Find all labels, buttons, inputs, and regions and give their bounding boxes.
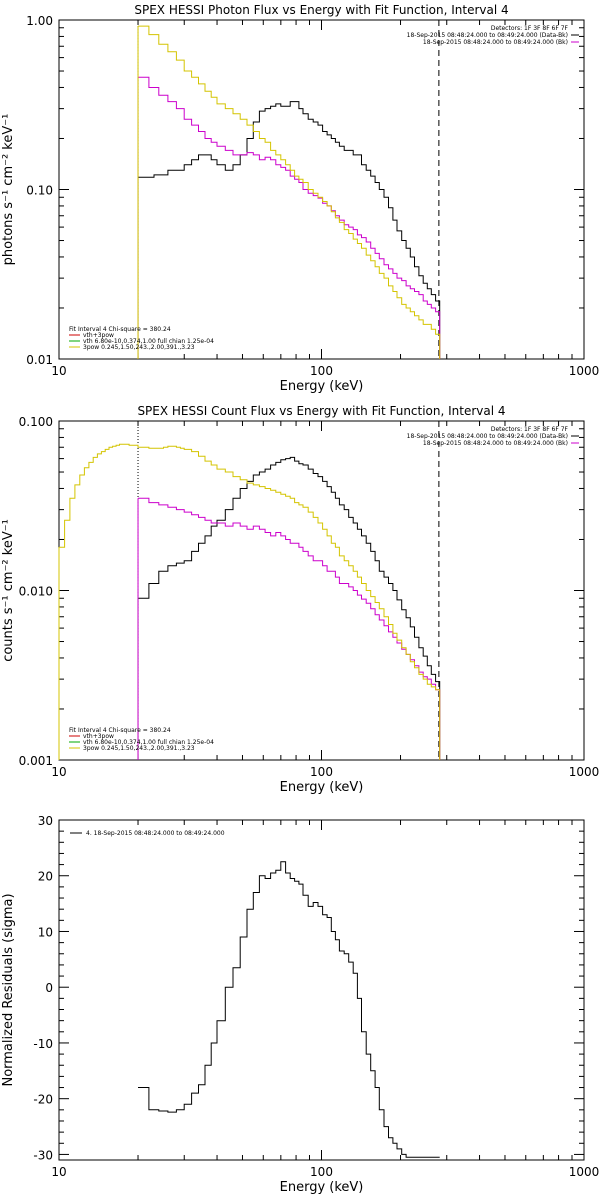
- y-tick-label: 0.100: [19, 415, 53, 429]
- legend-bottom-left-line: vth+3pow: [83, 733, 114, 740]
- series-vth-3pow-line: [138, 25, 441, 359]
- legend-top-right-line: 18-Sep-2015 08:48:24.000 to 08:49:24.000…: [423, 39, 568, 46]
- legend-bottom-left-line: vth+3pow: [83, 332, 114, 339]
- y-tick-label: 0.010: [19, 585, 53, 599]
- x-tick-label: 100: [310, 765, 333, 779]
- series-vth-3pow-line: [59, 443, 441, 760]
- y-tick-label: 1.00: [26, 14, 53, 28]
- chart-title: SPEX HESSI Count Flux vs Energy with Fit…: [137, 404, 505, 418]
- y-tick-label: -20: [33, 1093, 53, 1107]
- legend-bottom-left-line: vth 6.80e-10,0.374,1.00 full chian 1.25e…: [83, 739, 214, 746]
- y-tick-label: -30: [33, 1148, 53, 1162]
- x-tick-label: 100: [310, 1165, 333, 1179]
- series-residuals-line: [138, 861, 440, 1158]
- series-bk-line: [138, 497, 441, 760]
- x-tick-label: 1000: [569, 364, 600, 378]
- y-tick-label: 20: [38, 870, 53, 884]
- legend-top-right-line: 18-Sep-2015 08:48:24.000 to 08:49:24.000…: [407, 32, 568, 39]
- y-tick-label: 30: [38, 814, 53, 828]
- x-axis-title: Energy (keV): [280, 379, 364, 394]
- x-axis-title: Energy (keV): [280, 1180, 364, 1195]
- x-axis-title: Energy (keV): [280, 780, 364, 795]
- legend-bottom-left-line: Fit Interval 4 Chi-square = 380.24: [69, 727, 171, 734]
- x-tick-label: 10: [51, 364, 66, 378]
- legend-bottom-left-line: 3pow 0.245,1.50,243.,2.00,391.,3.23: [83, 745, 195, 752]
- y-tick-label: 0.01: [26, 353, 53, 367]
- legend-top-right-line: 18-Sep-2015 08:48:24.000 to 08:49:24.000…: [423, 440, 568, 447]
- series-bk-line: [138, 76, 441, 359]
- chart-title: SPEX HESSI Photon Flux vs Energy with Fi…: [134, 3, 508, 17]
- y-tick-label: 0.001: [19, 754, 53, 768]
- legend-top-right-line: Detectors: 1F 3F 8F 6F 7F: [491, 25, 569, 32]
- legend-top-right-line: 18-Sep-2015 08:48:24.000 to 08:49:24.000…: [407, 433, 568, 440]
- legend-bottom-left-line: Fit Interval 4 Chi-square = 380.24: [69, 326, 171, 333]
- x-tick-label: 1000: [569, 765, 600, 779]
- y-tick-label: 10: [38, 925, 53, 939]
- y-axis-title: photons s⁻¹ cm⁻² keV⁻¹: [1, 114, 16, 266]
- series-data-bk-line: [138, 101, 441, 359]
- y-axis-title: Normalized Residuals (sigma): [1, 893, 16, 1086]
- legend-top-right-line: Detectors: 1F 3F 8F 6F 7F: [491, 426, 569, 433]
- legend-text: 4. 18-Sep-2015 08:48:24.000 to 08:49:24.…: [86, 830, 225, 837]
- legend-bottom-left-line: vth 6.80e-10,0.374,1.00 full chian 1.25e…: [83, 338, 214, 345]
- plot-frame: [58, 819, 585, 1161]
- legend-bottom-left-line: 3pow 0.245,1.50,243.,2.00,391.,3.23: [83, 344, 195, 351]
- y-tick-label: 0.10: [26, 184, 53, 198]
- x-tick-label: 10: [51, 1165, 66, 1179]
- x-tick-label: 1000: [569, 1165, 600, 1179]
- y-tick-label: -10: [33, 1037, 53, 1051]
- series-data-bk-line: [138, 456, 441, 760]
- y-axis-title: counts s⁻¹ cm⁻² keV⁻¹: [1, 519, 16, 662]
- x-tick-label: 100: [310, 364, 333, 378]
- x-tick-label: 10: [51, 765, 66, 779]
- y-tick-label: 0: [45, 981, 53, 995]
